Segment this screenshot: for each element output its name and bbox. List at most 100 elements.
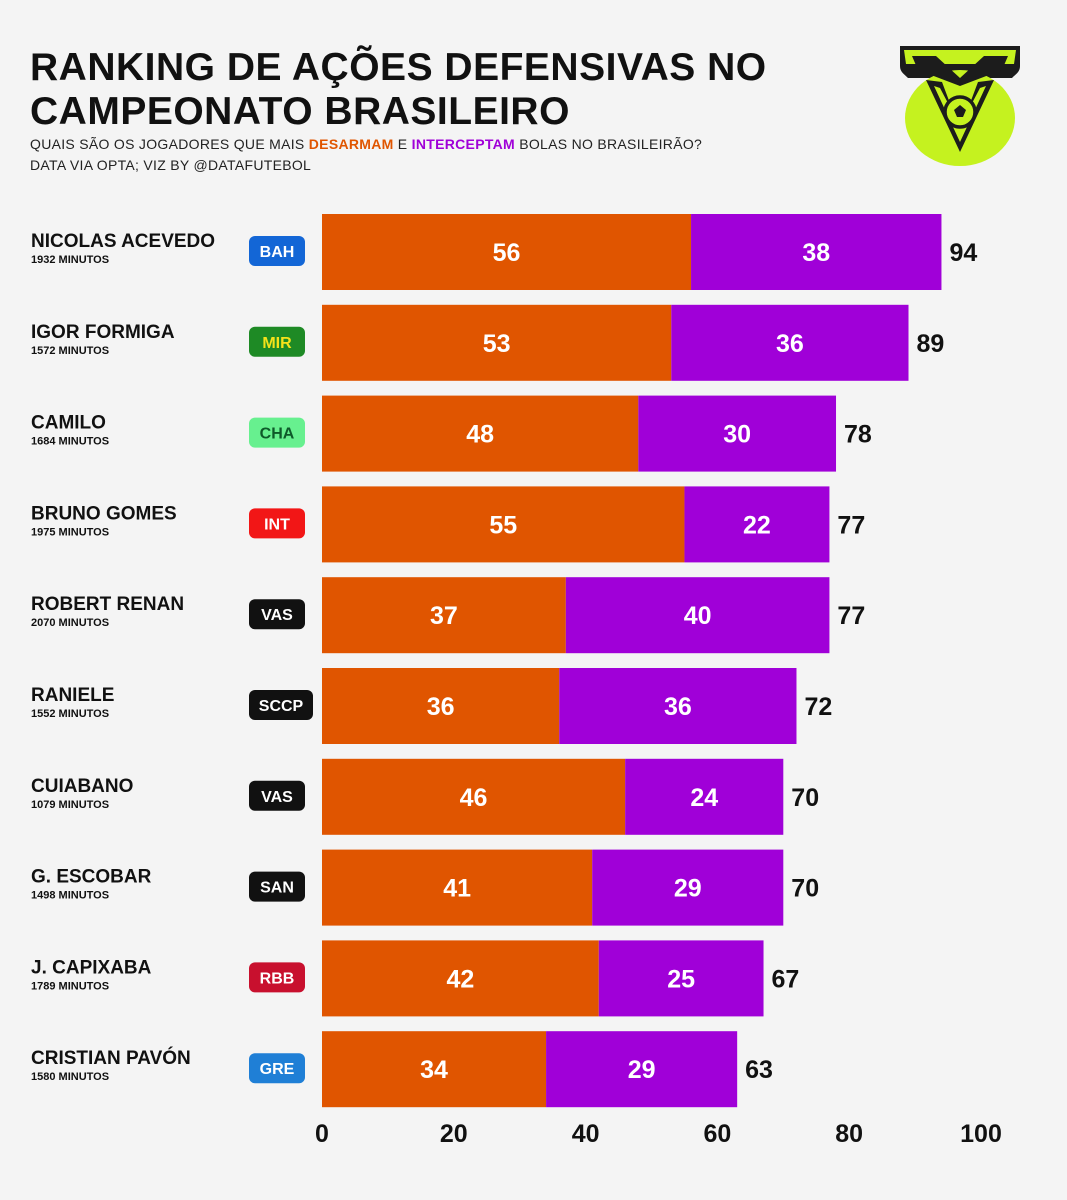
subtitle-text-start: QUAIS SÃO OS JOGADORES QUE MAIS	[30, 136, 309, 152]
interceptions-value-label: 30	[723, 421, 751, 449]
team-badge-label: BAH	[260, 244, 295, 261]
player-minutes: 1932 MINUTOS	[31, 254, 109, 266]
player-name: BRUNO GOMES	[31, 503, 177, 524]
interceptions-bar	[671, 304, 909, 381]
subtitle-text-end: BOLAS NO BRASILEIRÃO?	[515, 136, 703, 152]
interceptions-bar	[559, 668, 797, 744]
tackles-value-label: 34	[420, 1056, 448, 1084]
tackles-value-label: 46	[460, 784, 488, 812]
team-badge	[249, 508, 305, 539]
player-minutes: 1580 MINUTOS	[31, 1071, 109, 1083]
interceptions-value-label: 29	[628, 1056, 656, 1084]
tackles-bar	[322, 395, 639, 472]
interceptions-bar	[691, 214, 942, 290]
team-badge-label: CHA	[260, 426, 295, 443]
brasileirao-shield-icon	[900, 46, 1020, 166]
chart-title: RANKING DE AÇÕES DEFENSIVAS NO CAMPEONAT…	[30, 46, 767, 133]
total-value-label: 72	[804, 693, 832, 721]
interceptions-value-label: 29	[674, 875, 702, 903]
team-badge	[249, 871, 305, 902]
interceptions-value-label: 22	[743, 511, 771, 539]
player-name: G. ESCOBAR	[31, 867, 152, 888]
x-axis-tick-label: 80	[835, 1120, 863, 1148]
team-badge-label: SAN	[260, 880, 294, 897]
tackles-value-label: 42	[446, 965, 474, 993]
tackles-bar	[322, 1031, 547, 1108]
tackles-value-label: 55	[489, 511, 517, 539]
player-name: CUIABANO	[31, 776, 133, 797]
interceptions-bar	[565, 577, 830, 654]
team-badge-label: VAS	[261, 607, 293, 624]
interceptions-bar	[638, 395, 837, 472]
tackles-bar	[322, 668, 560, 744]
player-minutes: 1552 MINUTOS	[31, 708, 109, 720]
interceptions-value-label: 38	[802, 239, 830, 267]
total-value-label: 70	[791, 875, 819, 903]
total-value-label: 67	[772, 965, 800, 993]
tackles-value-label: 37	[430, 602, 458, 630]
x-axis-tick-label: 100	[960, 1120, 1002, 1148]
team-badge	[249, 780, 305, 811]
tackles-bar	[322, 577, 566, 654]
subtitle-highlight-tackles: DESARMAM	[308, 136, 394, 152]
total-value-label: 63	[745, 1056, 773, 1084]
player-name: ROBERT RENAN	[31, 594, 184, 615]
team-badge-label: INT	[264, 516, 290, 533]
team-badge	[249, 962, 305, 993]
chart-subtitle: QUAIS SÃO OS JOGADORES QUE MAIS DESARMAM…	[30, 136, 702, 152]
team-badge-label: RBB	[260, 970, 295, 987]
interceptions-value-label: 36	[664, 693, 692, 721]
chart-credit: DATA VIA OPTA; VIZ BY @DATAFUTEBOL	[30, 157, 312, 173]
player-name: NICOLAS ACEVEDO	[31, 231, 215, 252]
x-axis-tick-label: 60	[703, 1120, 731, 1148]
interceptions-value-label: 25	[667, 965, 695, 993]
team-badge	[249, 1053, 305, 1084]
team-badge	[249, 690, 313, 720]
team-badge-label: SCCP	[259, 698, 304, 715]
tackles-value-label: 41	[443, 875, 471, 903]
team-badge	[249, 236, 305, 266]
interceptions-bar	[592, 849, 784, 926]
x-axis-tick-label: 40	[572, 1120, 600, 1148]
interceptions-value-label: 36	[776, 330, 804, 358]
tackles-bar	[322, 304, 672, 381]
tackles-value-label: 48	[466, 421, 494, 449]
total-value-label: 70	[791, 784, 819, 812]
total-value-label: 89	[917, 330, 945, 358]
tackles-bar	[322, 849, 593, 926]
team-badge	[249, 599, 305, 630]
player-name: RANIELE	[31, 685, 114, 706]
interceptions-bar	[598, 940, 764, 1017]
tackles-value-label: 36	[427, 693, 455, 721]
tackles-value-label: 53	[483, 330, 511, 358]
total-value-label: 94	[949, 239, 977, 267]
team-badge	[249, 326, 305, 357]
tackles-bar	[322, 214, 692, 290]
total-value-label: 77	[837, 602, 865, 630]
interceptions-bar	[625, 758, 784, 835]
player-name: IGOR FORMIGA	[31, 322, 175, 343]
player-minutes: 1572 MINUTOS	[31, 345, 109, 357]
subtitle-text-middle: E	[393, 136, 412, 152]
player-minutes: 1498 MINUTOS	[31, 890, 109, 902]
team-badge-label: VAS	[261, 789, 293, 806]
player-name: CAMILO	[31, 413, 106, 434]
interceptions-value-label: 40	[684, 602, 712, 630]
total-value-label: 77	[837, 511, 865, 539]
x-axis-tick-label: 0	[315, 1120, 329, 1148]
player-minutes: 1079 MINUTOS	[31, 799, 109, 811]
player-name: J. CAPIXABA	[31, 957, 152, 978]
team-badge	[249, 417, 305, 448]
team-badge-label: MIR	[262, 335, 292, 352]
tackles-bar	[322, 486, 685, 563]
player-minutes: 1789 MINUTOS	[31, 980, 109, 992]
tackles-bar	[322, 940, 599, 1017]
player-minutes: 1684 MINUTOS	[31, 436, 109, 448]
player-minutes: 2070 MINUTOS	[31, 617, 109, 629]
x-axis-tick-label: 20	[440, 1120, 468, 1148]
team-badge-label: GRE	[260, 1061, 295, 1078]
tackles-value-label: 56	[493, 239, 521, 267]
tackles-bar	[322, 758, 626, 835]
player-minutes: 1975 MINUTOS	[31, 526, 109, 538]
